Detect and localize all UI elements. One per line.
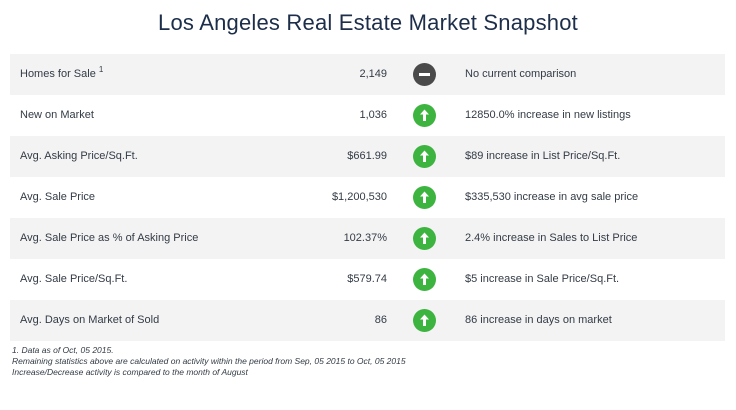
footnote-mark: 1 — [98, 65, 104, 74]
table-row: Avg. Asking Price/Sq.Ft. $661.99 $89 inc… — [10, 136, 725, 177]
table-row: Avg. Sale Price as % of Asking Price 102… — [10, 218, 725, 259]
row-label: Avg. Sale Price/Sq.Ft. — [20, 273, 128, 285]
row-comparison: No current comparison — [465, 68, 577, 80]
arrow-up-icon — [413, 309, 436, 332]
row-comparison: $335,530 increase in avg sale price — [465, 191, 639, 203]
row-value: $661.99 — [347, 150, 387, 162]
arrow-up-icon — [413, 268, 436, 291]
row-comparison: $89 increase in List Price/Sq.Ft. — [465, 150, 621, 162]
row-label: Avg. Sale Price — [20, 191, 96, 203]
row-label: Avg. Sale Price as % of Asking Price — [20, 232, 199, 244]
snapshot-table: Homes for Sale 1 2,149 No current compari… — [10, 54, 725, 341]
footnote-line: 1. Data as of Oct, 05 2015. — [12, 345, 114, 355]
row-label: Homes for Sale 1 — [20, 54, 103, 95]
table-row: New on Market 1,036 12850.0% increase in… — [10, 95, 725, 136]
arrow-up-icon — [413, 104, 436, 127]
row-label: New on Market — [20, 109, 94, 121]
row-label-text: Homes for Sale — [20, 68, 96, 80]
arrow-up-icon — [413, 227, 436, 250]
arrow-up-icon — [413, 145, 436, 168]
footnotes: 1. Data as of Oct, 05 2015. Remaining st… — [12, 345, 406, 378]
footnote-line: Remaining statistics above are calculate… — [12, 356, 406, 366]
minus-icon — [413, 63, 436, 86]
footnote-line: Increase/Decrease activity is compared t… — [12, 367, 248, 377]
table-row: Avg. Sale Price $1,200,530 $335,530 incr… — [10, 177, 725, 218]
row-comparison: $5 increase in Sale Price/Sq.Ft. — [465, 273, 620, 285]
row-comparison: 86 increase in days on market — [465, 314, 612, 326]
row-value: 2,149 — [359, 68, 387, 80]
row-value: $579.74 — [347, 273, 387, 285]
row-comparison: 2.4% increase in Sales to List Price — [465, 232, 638, 244]
page-title: Los Angeles Real Estate Market Snapshot — [158, 10, 578, 35]
row-value: 86 — [374, 314, 387, 326]
row-comparison: 12850.0% increase in new listings — [465, 109, 631, 121]
arrow-up-icon — [413, 186, 436, 209]
row-value: 1,036 — [359, 109, 387, 121]
table-row: Homes for Sale 1 2,149 No current compari… — [10, 54, 725, 95]
row-label: Avg. Days on Market of Sold — [20, 314, 160, 326]
table-row: Avg. Days on Market of Sold 86 86 increa… — [10, 300, 725, 341]
row-label: Avg. Asking Price/Sq.Ft. — [20, 150, 138, 162]
row-value: 102.37% — [343, 232, 387, 244]
table-row: Avg. Sale Price/Sq.Ft. $579.74 $5 increa… — [10, 259, 725, 300]
row-value: $1,200,530 — [331, 191, 387, 203]
